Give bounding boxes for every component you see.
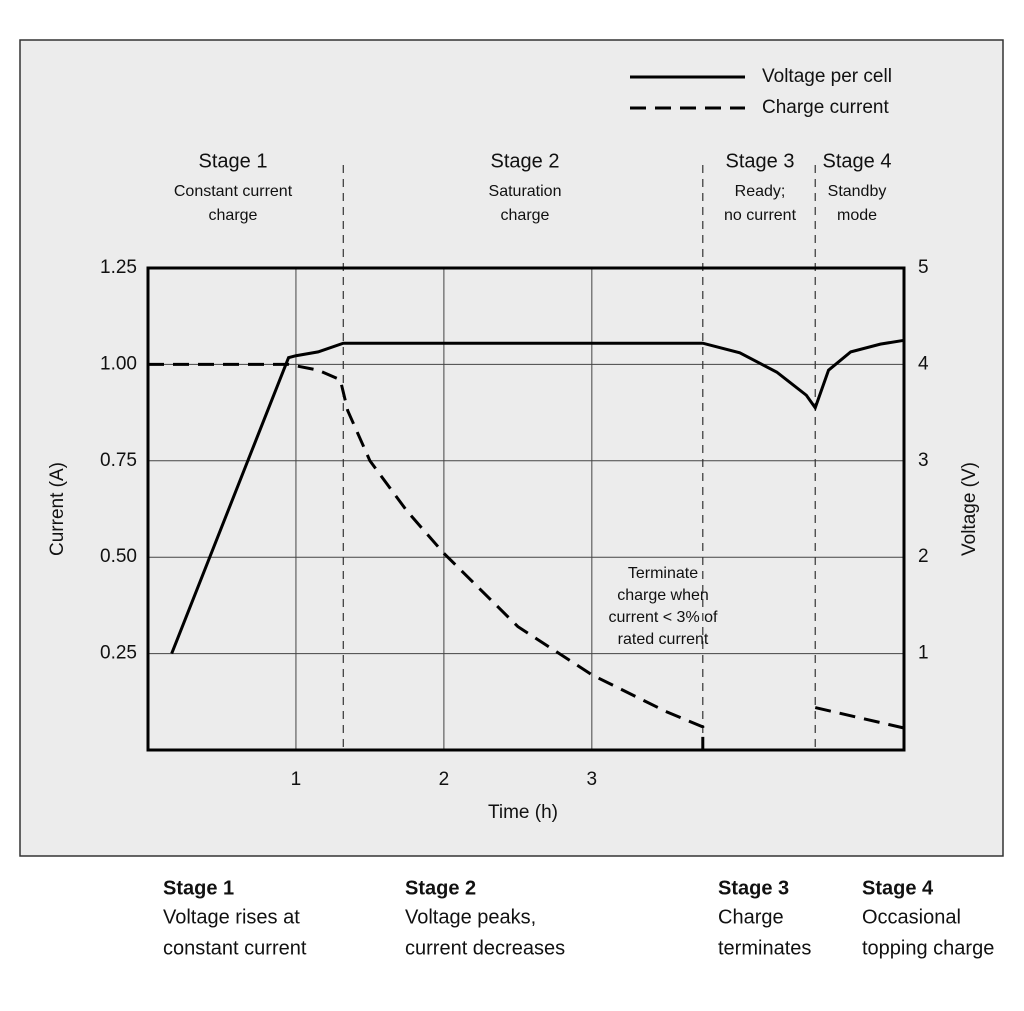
stage-title: Stage 1 <box>199 150 268 172</box>
y-axis-label: Current (A) <box>47 462 68 556</box>
x-axis-label: Time (h) <box>488 802 558 823</box>
y-tick-label: 1.00 <box>100 353 137 374</box>
y2-tick-label: 3 <box>918 450 929 471</box>
annotation: rated current <box>618 631 709 648</box>
y2-tick-label: 1 <box>918 643 929 664</box>
note-title: Stage 2 <box>405 877 476 899</box>
y2-tick-label: 5 <box>918 257 929 278</box>
y-tick-label: 0.25 <box>100 643 137 664</box>
x-tick-label: 2 <box>439 769 450 790</box>
plot-border <box>146 266 906 752</box>
y-tick-label: 0.75 <box>100 450 137 471</box>
stage-description: Saturation <box>489 183 562 200</box>
annotation: current < 3% of <box>609 609 719 626</box>
y-tick-label: 1.25 <box>100 257 137 278</box>
stage-title: Stage 3 <box>726 150 795 172</box>
stage-description: Standby <box>828 183 887 200</box>
x-tick-label: 1 <box>291 769 302 790</box>
series-line <box>170 338 905 655</box>
legend-label: Charge current <box>762 97 889 118</box>
plot-area <box>148 268 904 750</box>
stage-description: mode <box>837 207 877 224</box>
legend-label: Voltage per cell <box>762 66 892 87</box>
note-text: current decreases <box>405 937 565 959</box>
stage-description: Ready; <box>735 183 786 200</box>
series-line <box>148 362 905 750</box>
stage-description: no current <box>724 207 797 224</box>
note-text: terminates <box>718 937 811 959</box>
note-text: Occasional <box>862 906 961 928</box>
annotation: charge when <box>617 587 709 604</box>
y2-tick-label: 2 <box>918 546 929 567</box>
y2-tick-label: 4 <box>918 353 929 374</box>
annotation: Terminate <box>628 565 698 582</box>
y2-axis-label: Voltage (V) <box>959 462 980 556</box>
note-text: Charge <box>718 906 784 928</box>
note-title: Stage 4 <box>862 877 934 899</box>
stage-description: charge <box>501 207 550 224</box>
x-tick-label: 3 <box>587 769 598 790</box>
note-text: Voltage peaks, <box>405 906 536 928</box>
note-title: Stage 1 <box>163 877 234 899</box>
stage-description: Constant current <box>174 183 293 200</box>
stage-title: Stage 2 <box>491 150 560 172</box>
stage-description: charge <box>209 207 258 224</box>
note-text: constant current <box>163 937 307 959</box>
stage-title: Stage 4 <box>823 150 892 172</box>
note-text: topping charge <box>862 937 994 959</box>
note-title: Stage 3 <box>718 877 789 899</box>
note-text: Voltage rises at <box>163 906 300 928</box>
y-tick-label: 0.50 <box>100 546 137 567</box>
